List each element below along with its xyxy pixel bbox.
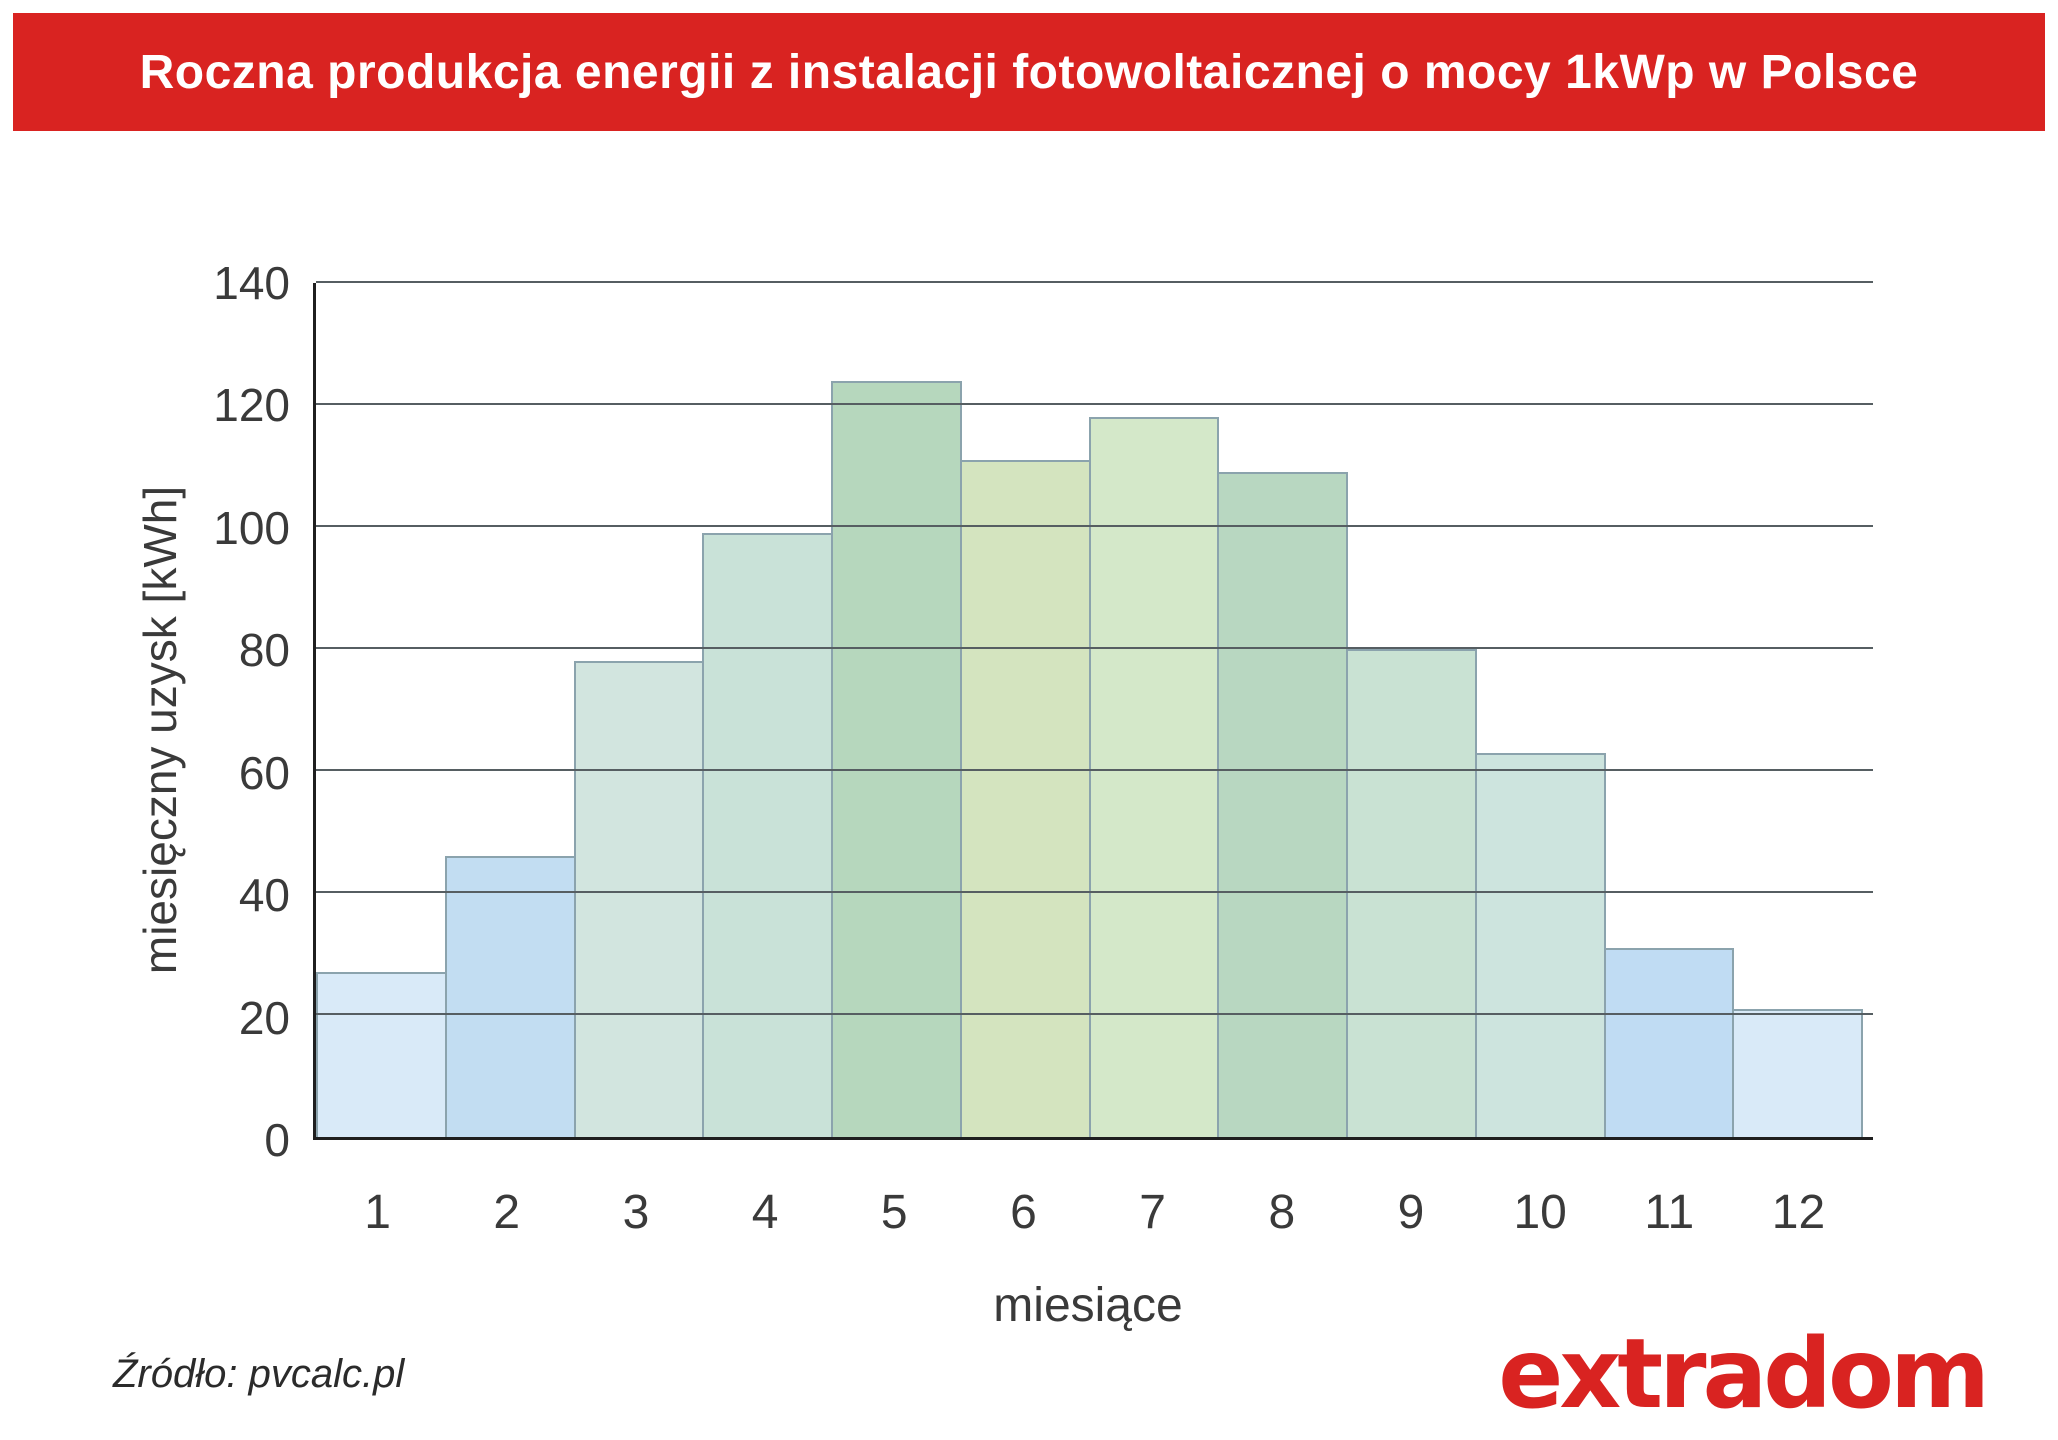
x-tick-label-7: 7 (1139, 1186, 1166, 1239)
bar-month-1 (316, 972, 447, 1137)
y-tick-label-20: 20 (238, 991, 290, 1044)
bar-month-5 (831, 380, 962, 1137)
bar-month-8 (1217, 472, 1348, 1137)
x-axis-title: miesiące (993, 1279, 1183, 1332)
y-tick-label-140: 140 (213, 257, 290, 309)
y-tick-label-120: 120 (213, 379, 290, 432)
y-tick-label-0: 0 (264, 1114, 290, 1166)
y-axis-tick-labels: 0 20 40 60 80 100 120 140 (130, 257, 290, 1166)
bar-month-2 (444, 856, 576, 1137)
x-tick-label-2: 2 (493, 1186, 521, 1239)
x-tick-label-8: 8 (1268, 1186, 1296, 1239)
x-tick-label-10: 10 (1513, 1186, 1567, 1239)
bars (316, 283, 1863, 1137)
bar-month-10 (1474, 752, 1606, 1137)
y-tick-label-80: 80 (238, 624, 290, 677)
extradom-logo: extradom (1498, 1318, 1990, 1430)
y-tick-label-100: 100 (213, 501, 290, 554)
source-text: Źródło: pvcalc.pl (113, 1352, 405, 1396)
x-tick-label-12: 12 (1771, 1186, 1826, 1239)
y-tick-label-40: 40 (238, 869, 290, 922)
x-tick-label-6: 6 (1010, 1186, 1037, 1239)
x-tick-label-3: 3 (622, 1186, 650, 1239)
x-tick-label-5: 5 (880, 1186, 908, 1239)
bar-month-7 (1088, 417, 1220, 1137)
title-banner: Roczna produkcja energii z instalacji fo… (13, 13, 2045, 131)
bar-month-3 (573, 661, 705, 1137)
bar-month-6 (959, 459, 1091, 1137)
bar-month-4 (702, 533, 833, 1137)
x-tick-label-1: 1 (364, 1186, 391, 1239)
x-tick-label-9: 9 (1397, 1186, 1425, 1239)
bar-month-9 (1346, 649, 1477, 1137)
x-tick-label-4: 4 (751, 1186, 779, 1239)
y-tick-label-60: 60 (238, 746, 290, 799)
x-tick-label-11: 11 (1644, 1186, 1695, 1239)
bar-month-12 (1732, 1008, 1863, 1137)
bar-month-11 (1603, 947, 1735, 1137)
x-axis-tick-labels: 1 2 3 4 5 6 7 8 9 10 11 12 (313, 1185, 1863, 1240)
plot-area (313, 281, 1873, 1140)
chart-title: Roczna produkcja energii z instalacji fo… (139, 45, 1919, 99)
